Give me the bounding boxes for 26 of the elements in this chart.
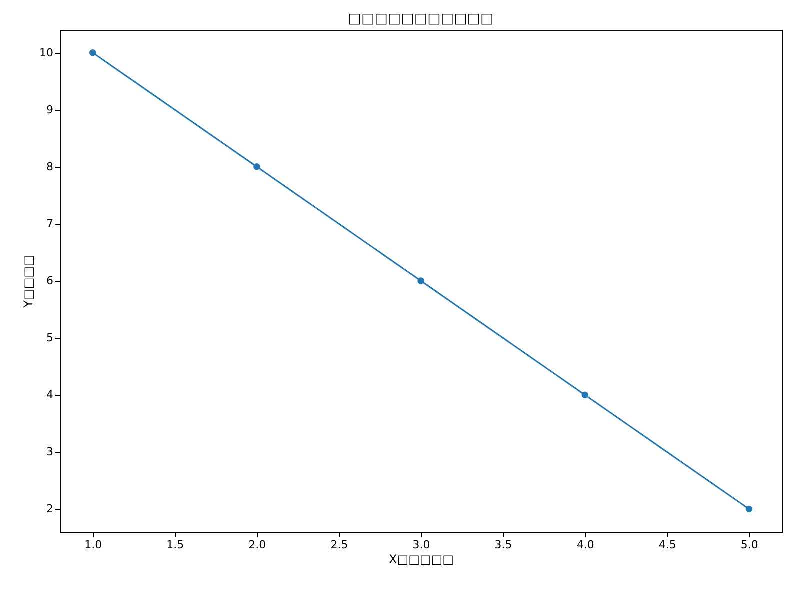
point: [418, 278, 424, 284]
x-tick-label: 1.5: [166, 538, 184, 552]
y-tick-label: 8: [46, 160, 54, 174]
x-tick-label: 2.0: [248, 538, 266, 552]
y-tick-label: 10: [40, 46, 54, 60]
x-axis-title: X□□□□□: [389, 552, 454, 566]
x-tick-label: 3.5: [494, 538, 512, 552]
x-tick-label: 1.0: [84, 538, 102, 552]
y-tick-label: 5: [46, 332, 54, 345]
y-axis-title: Y□□□□: [22, 255, 36, 309]
x-tick-label: 4.5: [658, 538, 676, 552]
y-tick-label: 6: [46, 274, 54, 288]
point: [254, 164, 260, 170]
x-tick-label: 3.0: [412, 538, 430, 552]
point: [746, 506, 753, 513]
chart-title: □□□□□□□□□□□: [348, 11, 494, 27]
x-tick-label: 5.0: [740, 538, 758, 552]
point: [89, 49, 96, 56]
x-tick-label: 4.0: [576, 538, 594, 552]
y-tick-label: 3: [46, 446, 54, 459]
y-tick-label: 4: [46, 388, 54, 402]
y-tick-label: 7: [46, 217, 54, 230]
point: [582, 392, 588, 398]
x-tick-label: 2.5: [330, 538, 348, 552]
y-tick-label: 9: [46, 103, 54, 116]
y-tick-label: 2: [46, 502, 54, 516]
